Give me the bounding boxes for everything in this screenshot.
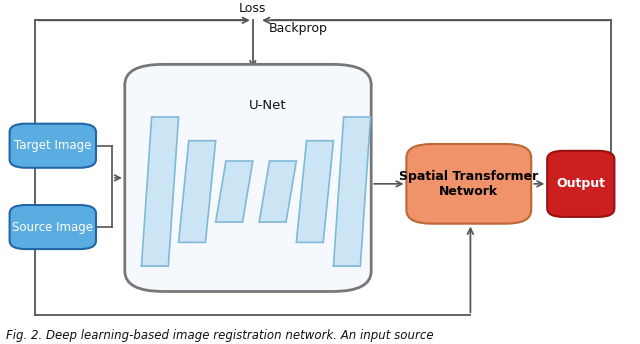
Polygon shape [333,117,371,266]
FancyBboxPatch shape [406,144,531,224]
Text: Backprop: Backprop [269,22,328,35]
Text: Spatial Transformer
Network: Spatial Transformer Network [399,170,538,198]
Polygon shape [259,161,296,222]
FancyBboxPatch shape [10,205,96,249]
Text: Target Image: Target Image [14,139,92,152]
Text: U-Net: U-Net [249,98,287,111]
Text: Output: Output [556,178,605,190]
FancyBboxPatch shape [10,124,96,168]
Text: Loss: Loss [239,2,266,15]
FancyBboxPatch shape [125,64,371,291]
Polygon shape [141,117,179,266]
FancyBboxPatch shape [547,151,614,217]
Text: Source Image: Source Image [12,221,93,234]
Polygon shape [296,141,333,243]
Text: Fig. 2. Deep learning-based image registration network. An input source: Fig. 2. Deep learning-based image regist… [6,329,434,342]
Polygon shape [179,141,216,243]
Polygon shape [216,161,253,222]
